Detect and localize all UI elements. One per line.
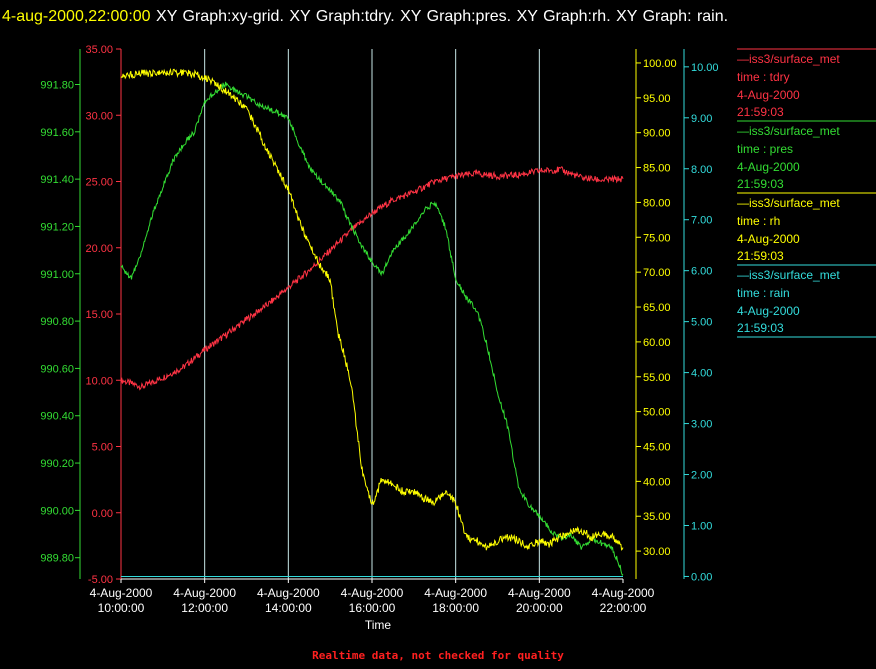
rh-tick-label: 55.00 — [643, 372, 671, 384]
x-tick-date: 4-Aug-2000 — [90, 586, 153, 600]
pres-series-line — [120, 81, 624, 577]
pres-tick-label: 990.60 — [40, 363, 74, 375]
rain-tick-label: 8.00 — [691, 164, 712, 176]
timestamp: 4-aug-2000,22:00:00 — [2, 8, 151, 25]
rain-legend-source: —iss3/surface_met — [737, 268, 840, 282]
pres-tick-label: 990.80 — [40, 316, 74, 328]
x-tick-time: 12:00:00 — [181, 601, 228, 615]
quality-note: Realtime data, not checked for quality — [312, 649, 564, 662]
rh-tick-label: 45.00 — [643, 442, 671, 454]
pres-tick-label: 990.00 — [40, 505, 74, 517]
rh-tick-label: 65.00 — [643, 302, 671, 314]
x-tick-date: 4-Aug-2000 — [173, 586, 236, 600]
graph-title-bar: 4-aug-2000,22:00:00 XY Graph:xy-grid. XY… — [2, 3, 872, 31]
rain-tick-label: 9.00 — [691, 113, 712, 125]
pres-tick-label: 990.20 — [40, 458, 74, 470]
tdry-legend-date: 4-Aug-2000 — [737, 88, 800, 102]
tdry-tick-label: -5.00 — [88, 574, 113, 586]
x-tick-time: 14:00:00 — [265, 601, 312, 615]
tdry-tick-label: 35.00 — [85, 44, 113, 56]
rh-tick-label: 70.00 — [643, 267, 671, 279]
pres-tick-label: 991.80 — [40, 79, 74, 91]
tdry-tick-label: 20.00 — [85, 243, 113, 255]
rh-tick-label: 85.00 — [643, 163, 671, 175]
x-tick-time: 16:00:00 — [349, 601, 396, 615]
tdry-tick-label: 10.00 — [85, 375, 113, 387]
rain-tick-label: 1.00 — [691, 520, 712, 532]
tdry-tick-label: 25.00 — [85, 177, 113, 189]
pres-tick-label: 990.40 — [40, 411, 74, 423]
rh-legend-date: 4-Aug-2000 — [737, 232, 800, 246]
rain-legend-date: 4-Aug-2000 — [737, 304, 800, 318]
rain-tick-label: 4.00 — [691, 368, 712, 380]
pres-tick-label: 991.00 — [40, 269, 74, 281]
tdry-tick-label: 0.00 — [92, 508, 113, 520]
rain-tick-label: 10.00 — [691, 62, 719, 74]
rain-legend-time: 21:59:03 — [737, 321, 784, 335]
pres-tick-label: 991.40 — [40, 174, 74, 186]
pres-tick-label: 991.60 — [40, 127, 74, 139]
rh-tick-label: 50.00 — [643, 407, 671, 419]
rain-tick-label: 7.00 — [691, 215, 712, 227]
rh-tick-label: 80.00 — [643, 197, 671, 209]
pres-legend-date: 4-Aug-2000 — [737, 160, 800, 174]
rain-legend-field: time : rain — [737, 286, 790, 300]
rh-tick-label: 100.00 — [643, 58, 677, 70]
tdry-tick-label: 15.00 — [85, 309, 113, 321]
tdry-tick-label: 5.00 — [92, 442, 113, 454]
pres-legend-field: time : pres — [737, 142, 793, 156]
x-tick-time: 10:00:00 — [98, 601, 145, 615]
rh-tick-label: 95.00 — [643, 93, 671, 105]
x-tick-date: 4-Aug-2000 — [257, 586, 320, 600]
pres-tick-label: 991.20 — [40, 221, 74, 233]
tdry-legend-field: time : tdry — [737, 70, 790, 84]
graph-list: XY Graph:xy-grid. XY Graph:tdry. XY Grap… — [156, 8, 729, 25]
rain-tick-label: 0.00 — [691, 571, 712, 583]
pres-legend-time: 21:59:03 — [737, 177, 784, 191]
x-tick-time: 20:00:00 — [516, 601, 563, 615]
rh-tick-label: 60.00 — [643, 337, 671, 349]
x-tick-date: 4-Aug-2000 — [592, 586, 655, 600]
pres-tick-label: 989.80 — [40, 553, 74, 565]
rain-tick-label: 5.00 — [691, 317, 712, 329]
rh-series-line — [120, 67, 624, 551]
rh-tick-label: 30.00 — [643, 546, 671, 558]
x-tick-time: 18:00:00 — [432, 601, 479, 615]
x-axis-title: Time — [365, 618, 392, 632]
rain-tick-label: 2.00 — [691, 470, 712, 482]
x-tick-time: 22:00:00 — [600, 601, 647, 615]
rh-tick-label: 75.00 — [643, 232, 671, 244]
rh-tick-label: 35.00 — [643, 511, 671, 523]
tdry-tick-label: 30.00 — [85, 110, 113, 122]
rh-legend-time: 21:59:03 — [737, 249, 784, 263]
x-tick-date: 4-Aug-2000 — [341, 586, 404, 600]
rh-tick-label: 40.00 — [643, 476, 671, 488]
rh-legend-field: time : rh — [737, 214, 780, 228]
tdry-legend-source: —iss3/surface_met — [737, 52, 840, 66]
x-tick-date: 4-Aug-2000 — [508, 586, 571, 600]
rain-tick-label: 3.00 — [691, 419, 712, 431]
tdry-legend-time: 21:59:03 — [737, 105, 784, 119]
rh-tick-label: 90.00 — [643, 128, 671, 140]
x-tick-date: 4-Aug-2000 — [424, 586, 487, 600]
tdry-series-line — [120, 166, 624, 391]
pres-legend-source: —iss3/surface_met — [737, 124, 840, 138]
rh-legend-source: —iss3/surface_met — [737, 196, 840, 210]
rain-tick-label: 6.00 — [691, 266, 712, 278]
